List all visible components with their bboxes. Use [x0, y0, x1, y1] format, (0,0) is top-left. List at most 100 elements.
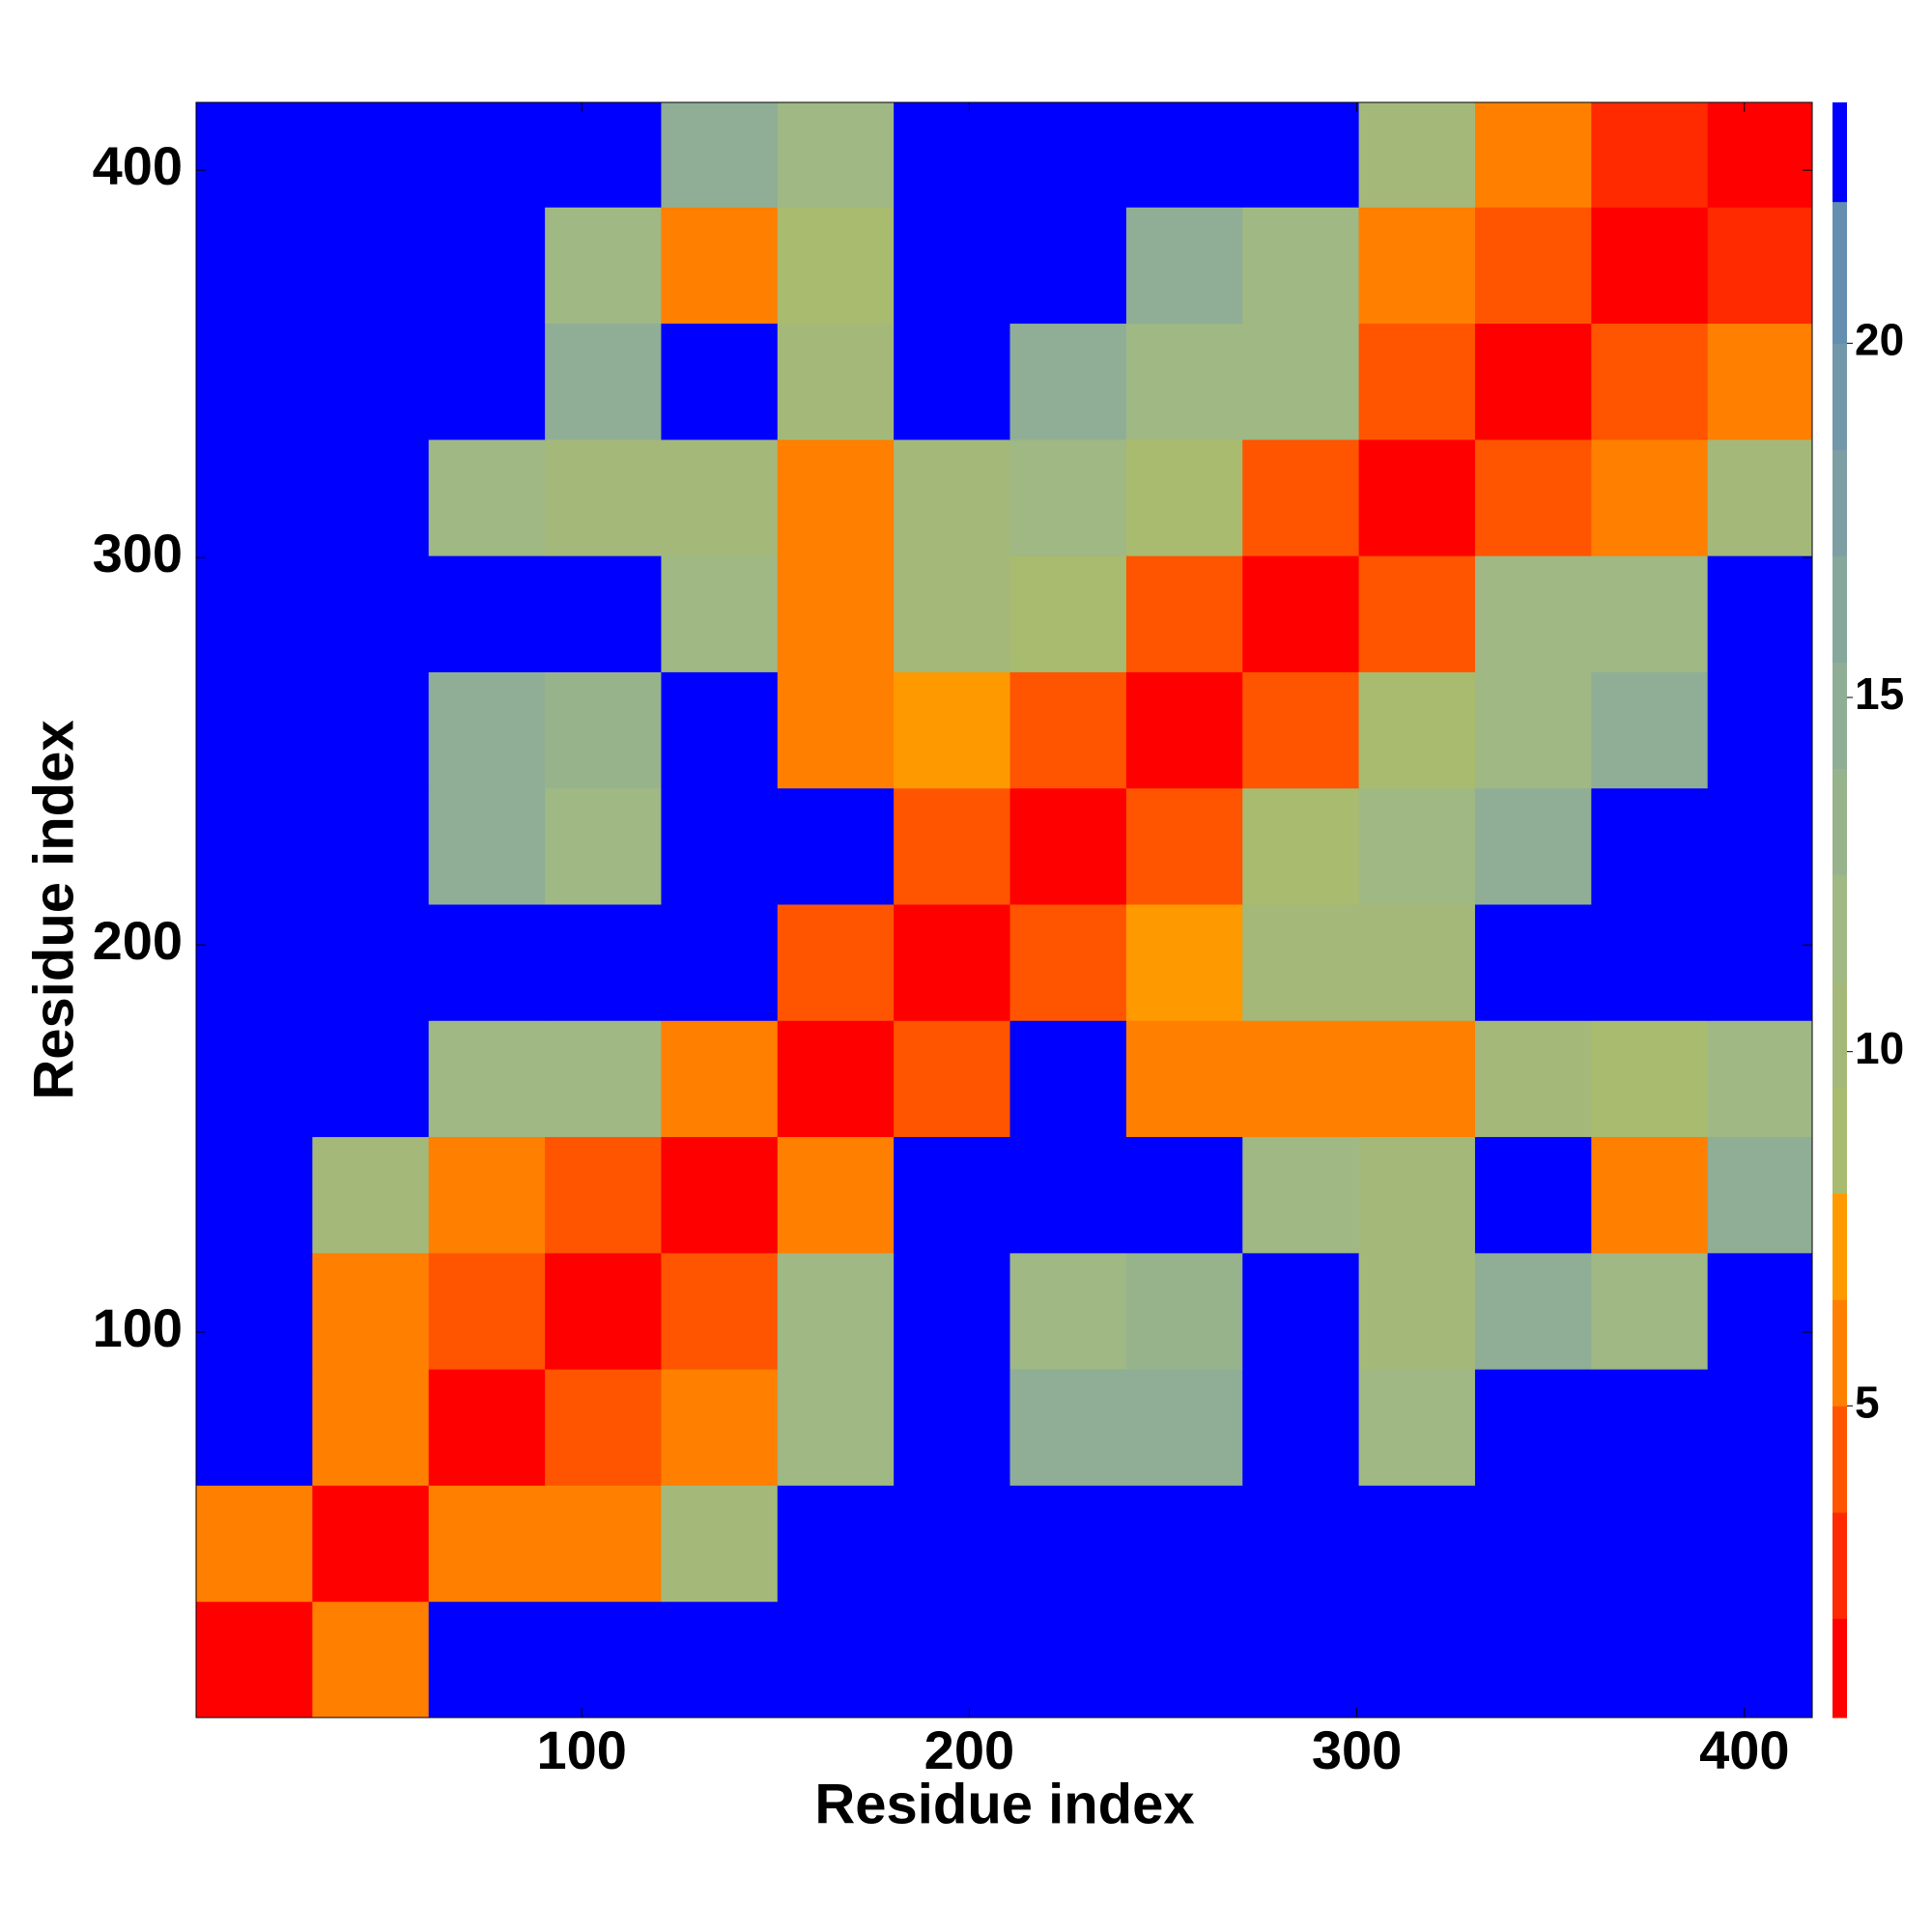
heatmap-cell [1358, 1601, 1476, 1719]
heatmap-cell [1707, 1485, 1813, 1603]
heatmap-cell [894, 1136, 1011, 1254]
heatmap-cell [545, 439, 662, 556]
heatmap-cell [777, 1136, 895, 1254]
heatmap-cell [1125, 102, 1243, 208]
heatmap-cell [1358, 1020, 1476, 1138]
heatmap-cell [428, 1136, 546, 1254]
heatmap-cell [1242, 439, 1360, 556]
heatmap-cell [1591, 207, 1709, 325]
heatmap-cell [428, 1369, 546, 1486]
heatmap-cell [777, 323, 895, 440]
heatmap-cell [312, 439, 430, 556]
heatmap-cell [428, 555, 546, 672]
heatmap-cell [1009, 207, 1127, 325]
heatmap-cell [777, 1485, 895, 1603]
heatmap-cell [1707, 1601, 1813, 1719]
heatmap-cell [196, 1252, 313, 1370]
heatmap-cell [312, 555, 430, 672]
colorbar-band [1833, 343, 1847, 450]
heatmap-cell [1591, 1601, 1709, 1719]
heatmap-cell [428, 1485, 546, 1603]
heatmap-cell [1242, 1601, 1360, 1719]
colorbar-band [1833, 1406, 1847, 1513]
heatmap-cell [1125, 207, 1243, 325]
heatmap-cell [894, 207, 1011, 325]
heatmap-cell [1009, 903, 1127, 1021]
heatmap-cell [1474, 323, 1592, 440]
colorbar-band [1833, 102, 1847, 203]
colorbar-tick-label: 20 [1855, 314, 1904, 364]
heatmap-cell [777, 439, 895, 556]
heatmap-cell [1358, 1369, 1476, 1486]
heatmap-cell [1707, 1020, 1813, 1138]
y-tick-label: 400 [93, 135, 183, 196]
heatmap-cell [428, 439, 546, 556]
heatmap-cell [1009, 323, 1127, 440]
heatmap-cell [1591, 1369, 1709, 1486]
heatmap-cell [1242, 1369, 1360, 1486]
heatmap-cell [777, 903, 895, 1021]
heatmap-cell [312, 1601, 430, 1719]
heatmap-cell [894, 1369, 1011, 1486]
heatmap-cell [894, 1252, 1011, 1370]
heatmap-cell [1474, 1369, 1592, 1486]
heatmap-cell [661, 555, 779, 672]
heatmap-cell [428, 671, 546, 789]
heatmap-cell [1707, 1252, 1813, 1370]
heatmap-cell [661, 439, 779, 556]
heatmap-cell [1474, 1136, 1592, 1254]
x-tick-label: 100 [536, 1719, 626, 1780]
heatmap-cell [1591, 787, 1709, 905]
heatmap-cell [1707, 903, 1813, 1021]
heatmap-cell [894, 671, 1011, 789]
heatmap-cell [312, 787, 430, 905]
heatmap-cell [661, 1601, 779, 1719]
y-axis-label: Residue index [22, 720, 85, 1099]
heatmap-cell [196, 323, 313, 440]
heatmap-cell [661, 1252, 779, 1370]
heatmap-cell [312, 1136, 430, 1254]
heatmap-cell [545, 207, 662, 325]
heatmap-cell [1009, 1020, 1127, 1138]
heatmap-cell [1242, 102, 1360, 208]
heatmap-cell [312, 102, 430, 208]
heatmap-cell [1591, 1020, 1709, 1138]
heatmap-cell [1009, 439, 1127, 556]
heatmap-cell [1474, 903, 1592, 1021]
heatmap-cell [1591, 439, 1709, 556]
y-tick-label: 200 [93, 910, 183, 971]
heatmap-cell [312, 1252, 430, 1370]
heatmap-cell [1358, 323, 1476, 440]
heatmap-cell [661, 102, 779, 208]
heatmap-cell [1707, 1369, 1813, 1486]
heatmap-cell [1125, 555, 1243, 672]
heatmap-cell [312, 903, 430, 1021]
colorbar-band [1833, 874, 1847, 981]
colorbar-band [1833, 449, 1847, 556]
heatmap-cell [1474, 102, 1592, 208]
colorbar-tick-label: 10 [1855, 1023, 1904, 1073]
heatmap-cell [312, 671, 430, 789]
heatmap-cell [1358, 903, 1476, 1021]
heatmap-cell [1009, 1252, 1127, 1370]
heatmap-cell [1591, 1485, 1709, 1603]
heatmap-cell [661, 903, 779, 1021]
x-tick-label: 200 [924, 1719, 1014, 1780]
heatmap-cell [1591, 671, 1709, 789]
heatmap-cell [196, 1136, 313, 1254]
heatmap-cell [1009, 787, 1127, 905]
heatmap-cell [1358, 787, 1476, 905]
colorbar-band [1833, 1299, 1847, 1406]
plot-frame [195, 101, 1813, 1719]
heatmap-cell [1242, 1252, 1360, 1370]
heatmap-cell [312, 1369, 430, 1486]
heatmap-cell [1009, 671, 1127, 789]
heatmap-cell [545, 1136, 662, 1254]
heatmap-cell [1474, 1020, 1592, 1138]
heatmap-cell [1009, 102, 1127, 208]
heatmap-cell [545, 323, 662, 440]
heatmap-cell [428, 102, 546, 208]
heatmap-cell [1474, 1252, 1592, 1370]
heatmap-cell [1125, 439, 1243, 556]
heatmap-cell [894, 1020, 1011, 1138]
